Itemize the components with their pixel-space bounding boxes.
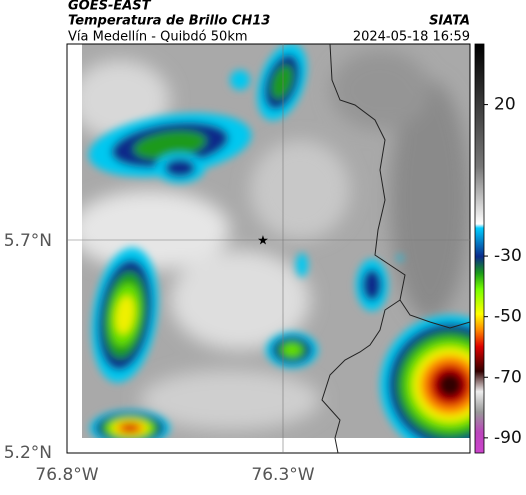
colorbar-tick-label: -70	[494, 367, 522, 387]
cold-cloud	[270, 64, 294, 100]
location-marker: ★	[257, 234, 269, 249]
satellite-imagery	[82, 44, 470, 438]
title: Temperatura de Brillo CH13	[68, 14, 270, 29]
colorbar-tick-label: 20	[494, 95, 516, 115]
subtitle: Vía Medellín - Quibdó 50km	[68, 30, 248, 45]
org: SIATA	[429, 14, 470, 29]
border-line	[321, 43, 406, 454]
y-tick-label: 5.7°N	[4, 231, 52, 251]
cold-cloud	[164, 158, 196, 178]
colorbar-tick-label: -90	[494, 428, 522, 448]
cold-cloud	[436, 371, 464, 399]
y-tick-label: 5.2°N	[4, 443, 52, 463]
cold-cloud	[296, 253, 308, 277]
cold-cloud	[133, 130, 207, 160]
colorbar-tick-label: -50	[494, 307, 522, 327]
border-line	[399, 299, 471, 329]
map-frame	[66, 43, 471, 454]
cold-cloud	[115, 295, 135, 335]
source: GOES-EAST	[68, 0, 152, 14]
cold-cloud	[282, 343, 302, 357]
x-tick-label: 76.8°W	[35, 465, 98, 485]
cold-cloud	[121, 424, 139, 432]
cold-cloud	[362, 269, 382, 301]
cold-cloud	[230, 70, 250, 90]
timestamp: 2024-05-18 16:59	[353, 30, 470, 45]
colorbar	[474, 43, 485, 454]
x-tick-label: 76.3°W	[251, 465, 314, 485]
colorbar-tick-label: -30	[494, 246, 522, 266]
cold-cloud	[397, 255, 403, 261]
